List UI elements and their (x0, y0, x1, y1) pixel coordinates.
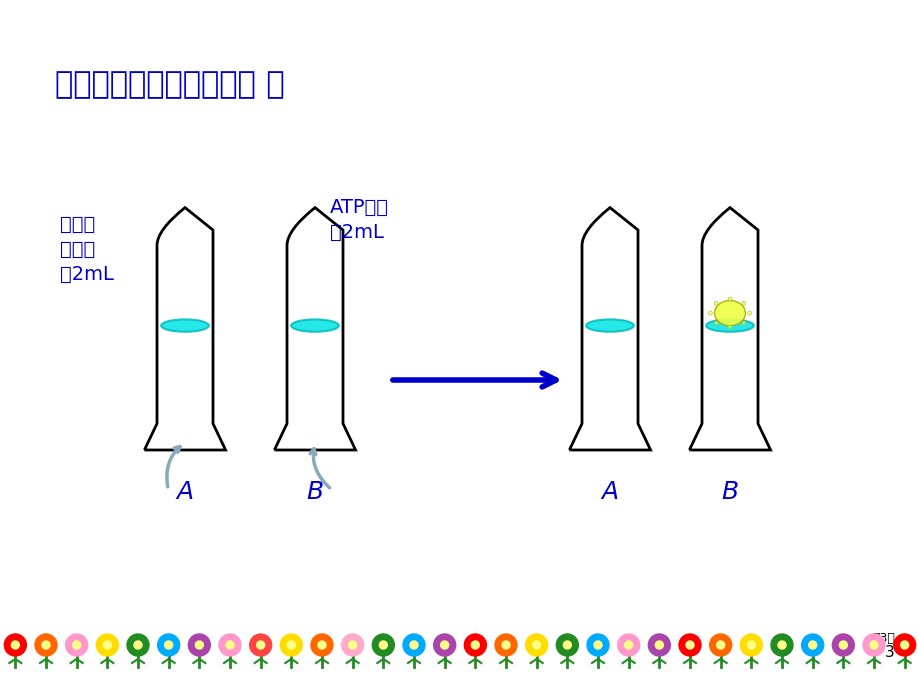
Circle shape (678, 634, 700, 656)
Circle shape (716, 641, 724, 649)
Ellipse shape (727, 297, 732, 301)
Circle shape (318, 641, 325, 649)
Circle shape (502, 641, 509, 649)
Circle shape (311, 634, 333, 656)
Circle shape (869, 641, 877, 649)
Circle shape (35, 634, 57, 656)
Text: A: A (176, 480, 193, 504)
Circle shape (188, 634, 210, 656)
Text: 3: 3 (884, 645, 894, 660)
Circle shape (709, 634, 731, 656)
Text: 医用葡
萄糖溶
液2mL: 医用葡 萄糖溶 液2mL (60, 215, 114, 284)
Ellipse shape (713, 321, 718, 325)
Circle shape (379, 641, 387, 649)
Circle shape (777, 641, 785, 649)
Ellipse shape (161, 319, 209, 332)
Circle shape (900, 641, 908, 649)
Circle shape (862, 634, 884, 656)
Circle shape (617, 634, 639, 656)
Circle shape (532, 641, 540, 649)
Circle shape (403, 634, 425, 656)
Circle shape (73, 641, 81, 649)
Circle shape (586, 634, 608, 656)
Ellipse shape (291, 319, 338, 332)
Circle shape (746, 641, 754, 649)
Circle shape (249, 634, 271, 656)
Circle shape (5, 634, 27, 656)
Circle shape (494, 634, 516, 656)
Ellipse shape (741, 321, 745, 325)
Circle shape (103, 641, 111, 649)
Circle shape (134, 641, 142, 649)
PathPatch shape (688, 208, 770, 450)
Circle shape (96, 634, 119, 656)
Text: 第3页: 第3页 (871, 632, 894, 645)
Ellipse shape (713, 302, 718, 305)
PathPatch shape (569, 208, 650, 450)
Circle shape (471, 641, 479, 649)
Circle shape (648, 634, 670, 656)
Circle shape (42, 641, 50, 649)
Ellipse shape (706, 319, 753, 332)
Circle shape (372, 634, 394, 656)
Circle shape (165, 641, 173, 649)
Circle shape (838, 641, 846, 649)
Ellipse shape (741, 302, 745, 305)
Circle shape (740, 634, 762, 656)
Circle shape (410, 641, 417, 649)
Circle shape (226, 641, 233, 649)
Circle shape (219, 634, 241, 656)
Circle shape (624, 641, 632, 649)
Circle shape (464, 634, 486, 656)
Circle shape (832, 634, 854, 656)
Text: A: A (601, 480, 618, 504)
Circle shape (195, 641, 203, 649)
Circle shape (800, 634, 823, 656)
Circle shape (686, 641, 693, 649)
Circle shape (348, 641, 357, 649)
Text: B: B (306, 480, 323, 504)
Circle shape (433, 634, 455, 656)
Circle shape (594, 641, 601, 649)
Circle shape (127, 634, 149, 656)
Circle shape (65, 634, 87, 656)
Text: B: B (720, 480, 738, 504)
Circle shape (256, 641, 265, 649)
PathPatch shape (274, 208, 356, 450)
PathPatch shape (144, 208, 225, 450)
Ellipse shape (714, 301, 744, 326)
Circle shape (556, 634, 578, 656)
Text: ATP注射
液2mL: ATP注射 液2mL (330, 198, 389, 242)
Circle shape (280, 634, 302, 656)
Circle shape (11, 641, 19, 649)
Ellipse shape (708, 311, 711, 315)
Ellipse shape (727, 325, 732, 329)
Circle shape (892, 634, 914, 656)
Circle shape (525, 634, 547, 656)
Circle shape (341, 634, 363, 656)
Circle shape (562, 641, 571, 649)
Ellipse shape (747, 311, 751, 315)
Circle shape (654, 641, 663, 649)
Circle shape (770, 634, 792, 656)
Circle shape (157, 634, 179, 656)
Circle shape (287, 641, 295, 649)
Ellipse shape (585, 319, 633, 332)
Text: 这个试验能说明什么问题 ？: 这个试验能说明什么问题 ？ (55, 70, 284, 99)
Circle shape (440, 641, 448, 649)
Circle shape (808, 641, 816, 649)
